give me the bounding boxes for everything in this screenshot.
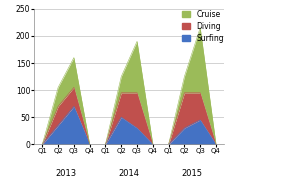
Legend: Cruise, Diving, Surfing: Cruise, Diving, Surfing xyxy=(183,10,224,43)
Text: 2014: 2014 xyxy=(119,169,140,176)
Text: 2013: 2013 xyxy=(55,169,77,176)
Text: 2015: 2015 xyxy=(182,169,203,176)
